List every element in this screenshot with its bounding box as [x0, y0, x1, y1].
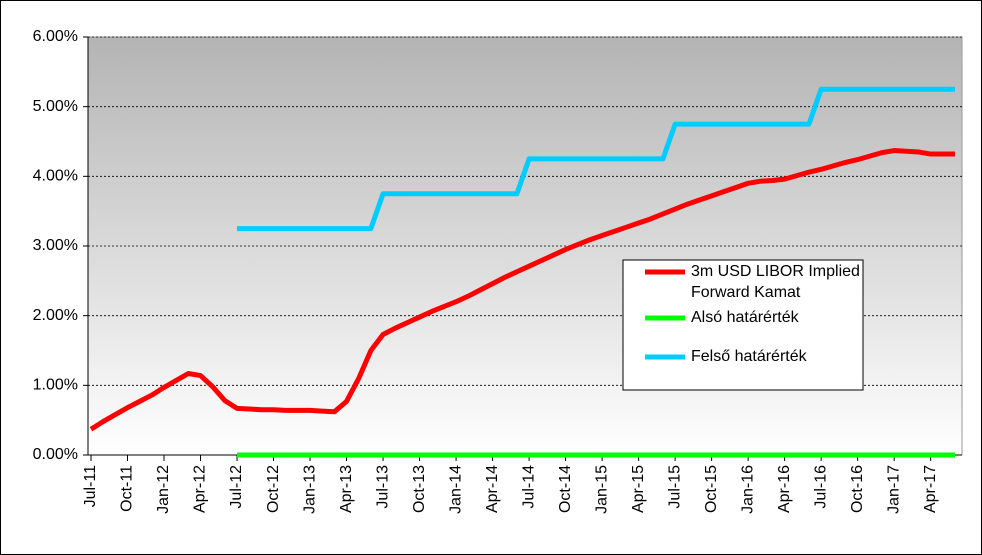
x-tick-label: Jan-16 [739, 465, 756, 514]
series-line [237, 86, 955, 232]
x-tick-label: Oct-13 [411, 465, 428, 513]
x-tick-label: Jul-11 [82, 465, 99, 507]
x-tick-label: Jan-12 [155, 465, 172, 514]
x-tick-label: Apr-17 [922, 465, 939, 513]
x-tick-label: Apr-16 [776, 465, 793, 513]
legend-label: Alsó határérték [691, 309, 800, 326]
x-tick-label: Jan-17 [885, 465, 902, 514]
legend-box [622, 259, 864, 391]
series-line [89, 148, 955, 432]
x-tick-label: Jul-16 [812, 465, 829, 509]
x-tick-label: Jan-13 [301, 465, 318, 514]
x-tick-label: Oct-11 [119, 465, 136, 512]
y-tick-label: 5.00% [33, 98, 78, 115]
x-tick-label: Jan-14 [447, 465, 464, 514]
x-tick-label: Apr-12 [192, 465, 209, 513]
x-tick-label: Jul-14 [520, 465, 537, 509]
x-tick-label: Jan-15 [593, 465, 610, 514]
x-tick-label: Jul-13 [374, 465, 391, 509]
x-tick-label: Apr-14 [484, 465, 501, 513]
y-tick-label: 2.00% [33, 307, 78, 324]
x-tick-label: Oct-12 [265, 465, 282, 513]
legend: 3m USD LIBOR Implied Forward Kamat Alsó ha… [622, 259, 864, 391]
x-tick-label: Oct-16 [849, 465, 866, 513]
x-tick-label: Jul-15 [666, 465, 683, 509]
x-tick-label: Apr-13 [338, 465, 355, 513]
x-tick-label: Oct-14 [557, 465, 574, 513]
y-tick-label: 6.00% [33, 28, 78, 45]
y-tick-label: 4.00% [33, 168, 78, 185]
legend-label: 3m USD LIBOR Implied Forward Kamat [691, 263, 860, 301]
legend-label: Felső határérték [691, 348, 808, 365]
x-tick-label: Oct-15 [703, 465, 720, 513]
x-tick-label: Jul-12 [228, 465, 245, 509]
y-tick-label: 1.00% [33, 377, 78, 394]
y-tick-label: 3.00% [33, 237, 78, 254]
y-tick-label: 0.00% [33, 446, 78, 463]
x-tick-label: Apr-15 [630, 465, 647, 513]
